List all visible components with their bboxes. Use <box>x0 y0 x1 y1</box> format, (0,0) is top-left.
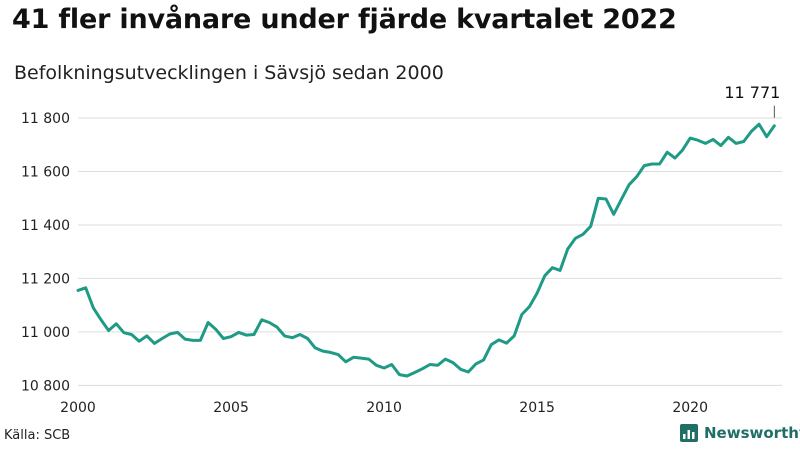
y-tick-label: 11 400 <box>21 218 70 234</box>
y-axis-tick-labels: 10 800 11 000 11 200 11 400 11 600 11 800 <box>21 111 70 394</box>
y-tick-label: 10 800 <box>21 378 70 394</box>
y-tick-label: 11 800 <box>21 111 70 127</box>
y-tick-label: 11 600 <box>21 164 70 180</box>
x-tick-label: 2010 <box>366 400 402 416</box>
x-tick-label: 2000 <box>60 400 96 416</box>
bar-chart-icon <box>680 424 698 442</box>
y-tick-label: 11 200 <box>21 271 70 287</box>
source-note: Källa: SCB <box>4 428 71 443</box>
x-axis-tick-labels: 2000 2005 2010 2015 2020 <box>60 400 708 416</box>
last-value-label: 11 771 <box>724 83 780 102</box>
chart-subtitle: Befolkningsutvecklingen i Sävsjö sedan 2… <box>14 62 444 84</box>
x-tick-label: 2005 <box>213 400 249 416</box>
series-line <box>76 122 776 378</box>
brand-name: Newsworthy <box>704 424 800 442</box>
x-tick-label: 2015 <box>519 400 555 416</box>
grid-lines <box>78 117 782 386</box>
series-layer <box>76 122 776 378</box>
brand-logo: Newsworthy <box>680 424 800 442</box>
y-tick-label: 11 000 <box>21 325 70 341</box>
chart-title: 41 fler invånare under fjärde kvartalet … <box>12 4 677 35</box>
annotation-layer: 11 771 <box>724 83 780 118</box>
x-tick-label: 2020 <box>672 400 708 416</box>
